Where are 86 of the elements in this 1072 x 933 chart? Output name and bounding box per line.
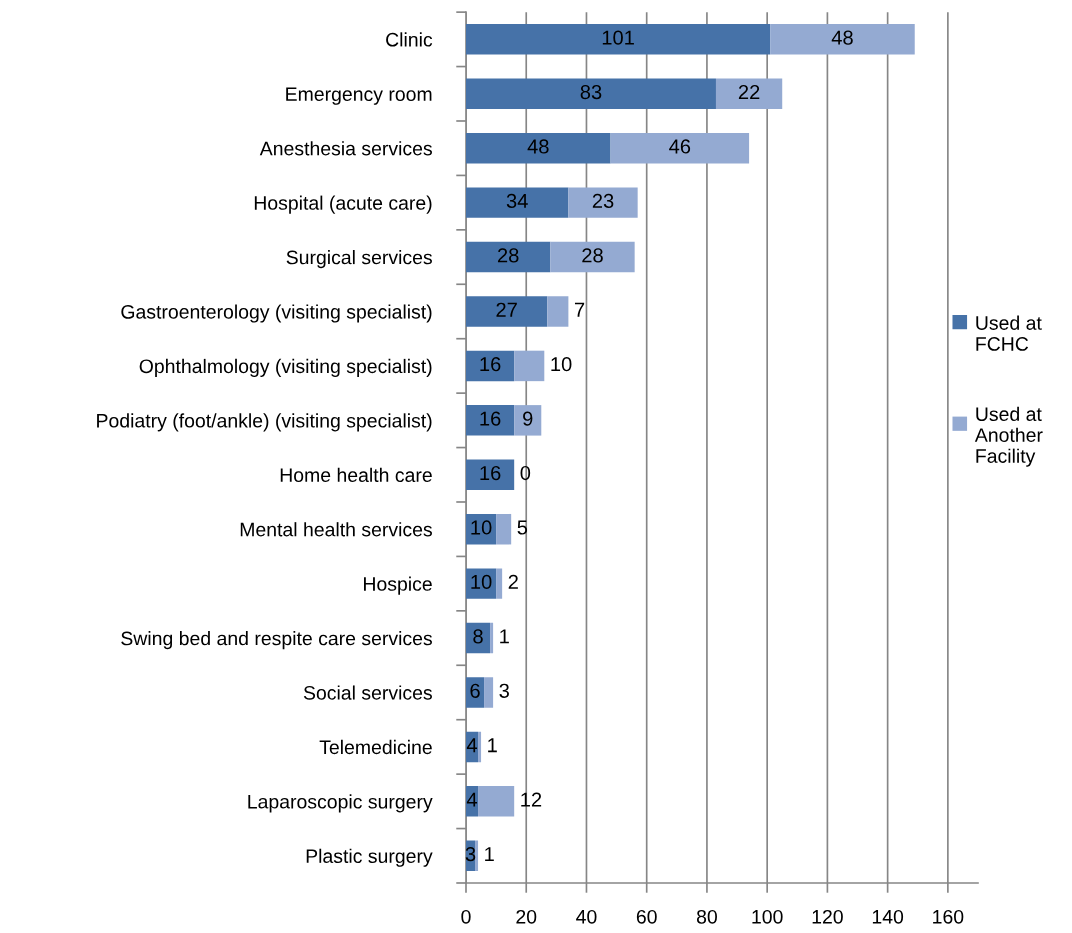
bar xyxy=(466,241,551,273)
y-tick-label: Home health care xyxy=(280,467,432,483)
bar xyxy=(466,405,515,436)
data-label: 1 xyxy=(500,629,509,644)
x-tick-label: 120 xyxy=(812,909,843,924)
y-tick-label: Anesthesia services xyxy=(259,141,432,156)
y-tick-label: Emergency room xyxy=(286,87,432,105)
bar xyxy=(496,513,512,545)
x-tick-label: 60 xyxy=(636,909,657,924)
data-label: 8 xyxy=(473,629,483,644)
data-label: 28 xyxy=(497,248,519,263)
x-tick-label: 160 xyxy=(933,909,964,924)
bar xyxy=(466,296,548,327)
bar xyxy=(466,459,515,491)
bar xyxy=(568,187,638,218)
y-tick-label: Gastroenterology (visiting specialist) xyxy=(121,304,432,323)
bar xyxy=(466,677,485,708)
bar xyxy=(550,241,635,273)
bar xyxy=(466,78,716,110)
data-label: 6 xyxy=(470,683,480,698)
y-tick-label: Mental health services xyxy=(240,522,432,537)
data-label: 16 xyxy=(480,465,501,481)
data-label: 10 xyxy=(471,520,492,535)
bar xyxy=(475,840,479,872)
bar xyxy=(484,677,494,708)
data-label: 101 xyxy=(602,30,634,45)
bar xyxy=(490,622,494,654)
data-label: 4 xyxy=(466,738,478,753)
legend-label: Used at Another Facility xyxy=(974,406,1043,467)
bar xyxy=(466,568,497,599)
y-tick-label: Ophthalmology (visiting specialist) xyxy=(139,358,432,377)
data-label: 12 xyxy=(521,792,542,807)
data-label: 46 xyxy=(669,139,691,154)
y-tick-label: Swing bed and respite care services xyxy=(121,631,432,650)
data-label: 1 xyxy=(488,738,497,753)
data-label: 4 xyxy=(466,792,478,807)
data-label: 10 xyxy=(551,357,572,372)
bar xyxy=(466,622,491,654)
data-label: 5 xyxy=(517,520,528,535)
data-label: 1 xyxy=(485,847,494,861)
bar xyxy=(496,568,503,599)
data-label: 10 xyxy=(471,574,492,590)
bar xyxy=(466,24,771,55)
bar xyxy=(715,78,783,110)
data-label: 22 xyxy=(738,84,760,99)
bar xyxy=(466,187,569,218)
bar xyxy=(478,731,482,763)
data-label: 83 xyxy=(580,84,602,100)
y-tick-label: Plastic surgery xyxy=(306,848,433,867)
y-tick-label: Telemedicine xyxy=(319,739,432,755)
bar xyxy=(514,350,545,382)
data-label: 7 xyxy=(574,302,585,317)
bar xyxy=(466,132,611,164)
data-label: 3 xyxy=(499,683,509,698)
y-tick-label: Hospital (acute care) xyxy=(254,195,432,214)
x-tick-label: 100 xyxy=(752,909,783,924)
data-label: 34 xyxy=(506,193,528,209)
y-tick-label: Laparoscopic surgery xyxy=(248,794,433,813)
x-tick-label: 140 xyxy=(872,909,904,924)
x-tick-label: 40 xyxy=(576,909,597,924)
bar xyxy=(610,132,750,164)
y-tick-label: Podiatry (foot/ankle) (visiting specialist) xyxy=(97,413,432,432)
data-label: 0 xyxy=(520,465,531,481)
data-label: 23 xyxy=(592,193,614,209)
data-label: 16 xyxy=(480,411,501,426)
data-label: 48 xyxy=(831,30,853,45)
bar xyxy=(466,350,515,382)
data-label: 48 xyxy=(527,139,549,154)
y-tick-label: Hospice xyxy=(364,576,432,595)
bar xyxy=(547,296,569,327)
y-tick-label: Surgical services xyxy=(286,250,432,269)
bar xyxy=(514,405,542,436)
data-label: 2 xyxy=(508,574,518,589)
legend-label: Used at FCHC xyxy=(976,315,1042,351)
x-tick-label: 20 xyxy=(516,909,537,924)
bar xyxy=(770,24,915,55)
data-label: 3 xyxy=(465,846,476,862)
data-label: 28 xyxy=(582,248,603,263)
bar xyxy=(478,786,515,817)
y-tick-label: Social services xyxy=(303,685,432,700)
x-tick-label: 80 xyxy=(696,909,717,924)
y-tick-label: Clinic xyxy=(386,32,433,47)
data-label: 16 xyxy=(480,357,501,372)
data-label: 9 xyxy=(523,411,533,426)
data-label: 27 xyxy=(496,302,517,317)
x-tick-label: 0 xyxy=(461,909,471,924)
